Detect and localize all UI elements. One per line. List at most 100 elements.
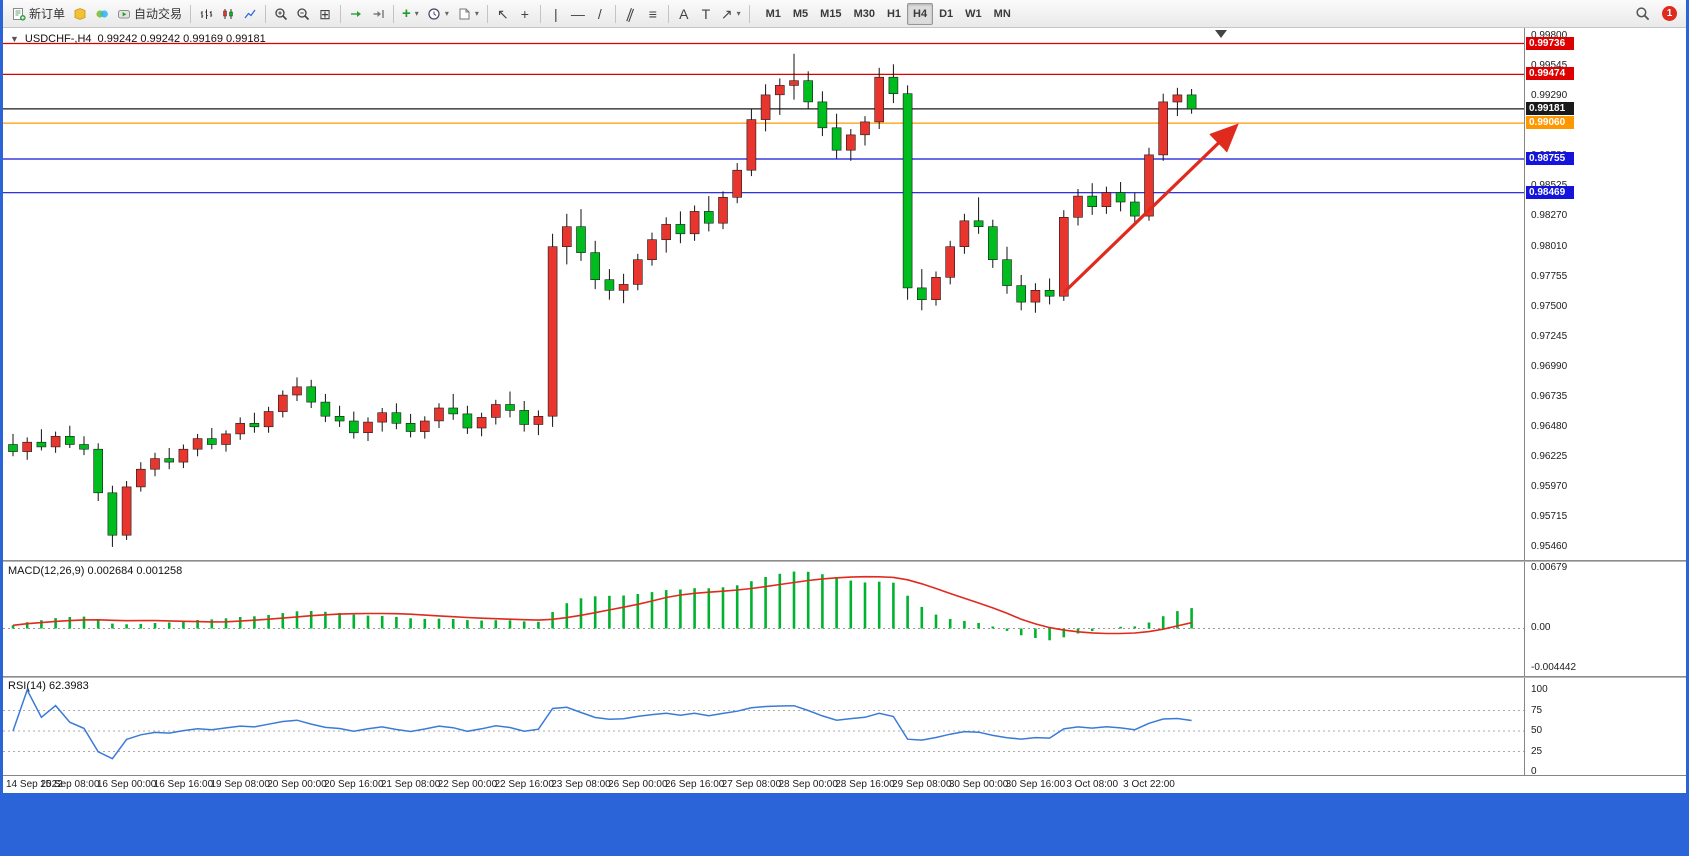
vertical-line-button[interactable]: | [545, 3, 567, 25]
time-label: 26 Sep 00:00 [608, 779, 668, 790]
search-icon [1636, 7, 1650, 21]
new-order-button[interactable]: 新订单 [8, 3, 69, 25]
candle [490, 399, 501, 425]
trendline-button[interactable]: / [589, 3, 611, 25]
zoom-out-button[interactable] [292, 3, 314, 25]
timeframe-m30-button[interactable]: M30 [848, 3, 881, 25]
time-label: 30 Sep 16:00 [1005, 779, 1066, 790]
terminal-window: 新订单 自动交易 ⊞ [3, 0, 1686, 793]
rsi-axis-tick: 25 [1531, 745, 1543, 757]
price-scale[interactable]: 0.998000.995450.992900.990350.987800.985… [1524, 28, 1686, 777]
candle [661, 217, 672, 253]
chart-canvas[interactable] [3, 0, 1524, 775]
candle [405, 413, 416, 438]
candle [377, 408, 388, 432]
timeframe-m1-button[interactable]: M1 [760, 3, 787, 25]
candle [107, 485, 118, 547]
line-chart-button[interactable] [239, 3, 261, 25]
dropdown-caret: ▾ [414, 9, 419, 18]
candle [235, 417, 245, 440]
candle [1059, 210, 1069, 301]
chart-shift-button[interactable] [367, 3, 389, 25]
macd-label: MACD(12,26,9) 0.002684 0.001258 [8, 565, 183, 577]
candle [945, 240, 956, 285]
arrows-button[interactable]: ↗ ▾ [717, 3, 745, 25]
candle [22, 437, 33, 460]
candle [1044, 278, 1055, 305]
macd-axis-tick: 0.00 [1531, 622, 1551, 634]
autotrading-icon [118, 9, 131, 18]
panel-splitter[interactable] [3, 676, 1686, 678]
fibonacci-button[interactable]: ≡ [642, 3, 664, 25]
price-tick: 0.99545 [1531, 60, 1568, 72]
indicators-button[interactable]: + ▾ [398, 3, 423, 25]
terminal-button[interactable] [91, 3, 113, 25]
search-button[interactable] [1631, 3, 1654, 25]
candle [207, 428, 217, 450]
zoom-in-button[interactable] [270, 3, 292, 25]
candle [1115, 182, 1126, 212]
rsi-line [12, 688, 1192, 760]
price-tick: 0.95460 [1531, 540, 1568, 552]
timeframe-m5-button[interactable]: M5 [787, 3, 814, 25]
bar-chart-icon [200, 9, 213, 19]
zoom-in-icon [275, 7, 288, 20]
chart-shift-marker[interactable] [1215, 30, 1227, 38]
timeframe-h1-button[interactable]: H1 [881, 3, 907, 25]
notification-badge[interactable]: 1 [1662, 6, 1677, 21]
candle [874, 67, 885, 129]
tile-windows-button[interactable]: ⊞ [314, 3, 336, 25]
chart-shift-icon [373, 9, 384, 18]
toolbar-separator [748, 4, 750, 23]
horizontal-line-button[interactable]: — [567, 3, 589, 25]
toolbar-separator [486, 4, 488, 23]
cursor-button[interactable]: ↖ [492, 3, 514, 25]
ohlc-panel-toggle[interactable]: ▼ [10, 34, 19, 44]
timeframe-d1-button[interactable]: D1 [933, 3, 959, 25]
navigator-icon [74, 7, 86, 20]
price-tick: 0.99800 [1531, 30, 1568, 41]
price-tick: 0.97245 [1531, 330, 1568, 342]
periods-button[interactable]: ▾ [423, 3, 453, 25]
time-label: 3 Oct 22:00 [1123, 779, 1175, 790]
time-label: 27 Sep 08:00 [721, 779, 782, 790]
candle [760, 84, 771, 132]
candle [79, 436, 89, 456]
navigator-button[interactable] [69, 3, 91, 25]
bar-chart-button[interactable] [195, 3, 217, 25]
candle [391, 403, 402, 430]
candle [845, 129, 856, 161]
candle [703, 196, 714, 232]
timeframe-m15-button[interactable]: M15 [814, 3, 847, 25]
candle [632, 253, 643, 291]
trendline-icon: / [597, 5, 602, 22]
trend-arrow[interactable] [1062, 123, 1239, 294]
timeframe-mn-button[interactable]: MN [988, 3, 1017, 25]
toolbar-right-group: 1 [1631, 3, 1681, 25]
timeframe-h4-button[interactable]: H4 [907, 2, 934, 25]
rsi-axis-tick: 75 [1531, 704, 1543, 716]
horizontal-line-icon: — [570, 5, 585, 22]
time-label: 20 Sep 16:00 [324, 779, 384, 790]
price-tick: 0.98525 [1531, 181, 1567, 191]
panel-splitter[interactable] [3, 560, 1686, 562]
current-price-tag: 0.99181 [1526, 101, 1574, 115]
text-label-button[interactable]: T [695, 3, 717, 25]
candle [334, 405, 345, 427]
crosshair-icon: + [520, 5, 529, 22]
time-axis[interactable]: 14 Sep 2022 15 Sep 08:00 16 Sep 00:00 16 Se… [3, 775, 1686, 793]
time-label: 16 Sep 00:00 [96, 779, 157, 790]
price-tick: 0.97500 [1531, 300, 1568, 312]
macd-axis-tick: -0.004442 [1531, 662, 1577, 673]
autotrading-button[interactable]: 自动交易 [113, 3, 186, 25]
rsi-axis-tick: 100 [1531, 684, 1548, 695]
timeframe-w1-button[interactable]: W1 [959, 3, 988, 25]
templates-button[interactable]: ▾ [453, 3, 483, 25]
auto-scroll-icon [351, 10, 362, 17]
text-button[interactable]: A [673, 3, 695, 25]
candlestick-chart-button[interactable] [217, 3, 239, 25]
candle [618, 273, 629, 304]
channel-button[interactable]: ∥ [620, 3, 642, 25]
auto-scroll-button[interactable] [345, 3, 367, 25]
crosshair-button[interactable]: + [514, 3, 536, 25]
